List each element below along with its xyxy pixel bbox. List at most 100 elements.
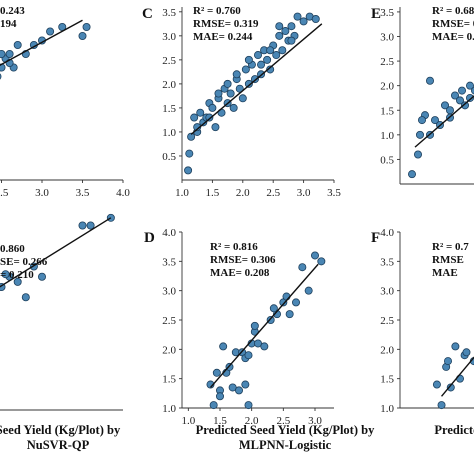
y-tick-label: 3.0 xyxy=(380,32,394,44)
data-point xyxy=(451,342,460,351)
stat-label: R² = 0.685 xyxy=(432,5,474,17)
panel-D: 1.0 1.5 2.0 2.5 3.0 3.5 4.0 1.0 1.5 2.0 2.5 3.0 R² =… xyxy=(144,227,375,452)
data-point xyxy=(209,401,218,410)
stat-label: SE= 0.266 xyxy=(0,256,48,268)
x-tick-label: 3.5 xyxy=(76,187,90,199)
data-point xyxy=(234,386,243,395)
x-tick-label: 4.0 xyxy=(116,187,130,199)
data-point xyxy=(214,89,223,98)
data-point xyxy=(0,50,6,58)
panel-letter: D xyxy=(144,230,155,246)
x-tick-label: 3.5 xyxy=(327,187,341,199)
data-point xyxy=(193,123,202,132)
data-point xyxy=(253,51,262,60)
data-point xyxy=(275,22,284,31)
data-point xyxy=(287,22,296,31)
data-point xyxy=(219,342,228,351)
data-point xyxy=(46,27,55,36)
x-axis-label: Predicted Seed Yield (Kg/Plot) by xyxy=(196,423,375,437)
data-point xyxy=(310,251,319,260)
stat-label: MAE= 0.244 xyxy=(193,31,253,43)
data-point xyxy=(413,150,422,159)
data-point xyxy=(263,55,272,64)
y-tick-label: 2.5 xyxy=(162,315,176,327)
data-point xyxy=(212,368,221,377)
stat-label: = 0.210 xyxy=(0,269,34,281)
data-point xyxy=(238,94,247,103)
stat-label: RMSE= 0.306 xyxy=(210,254,276,266)
stat-label: 194 xyxy=(0,18,17,30)
data-point xyxy=(184,166,193,175)
data-point xyxy=(285,310,294,319)
data-point xyxy=(208,103,217,112)
data-point xyxy=(13,41,22,50)
data-point xyxy=(455,96,464,105)
x-tick-label: 2.5 xyxy=(0,187,9,199)
data-point xyxy=(432,380,441,389)
data-point xyxy=(417,116,426,125)
stat-label: R² = 0.816 xyxy=(210,241,258,253)
x-tick-label: 3.0 xyxy=(308,415,322,427)
data-point xyxy=(244,401,253,410)
data-point xyxy=(281,27,290,36)
y-tick-label: 1.5 xyxy=(162,103,176,115)
data-point xyxy=(269,304,278,313)
y-tick-label: 1.0 xyxy=(162,127,176,139)
data-point xyxy=(190,113,199,122)
y-tick-label: 3.5 xyxy=(162,7,176,19)
y-tick-label: 3.5 xyxy=(380,256,394,268)
data-point xyxy=(437,401,446,410)
x-tick-label: 3.0 xyxy=(297,187,311,199)
x-tick-label: 1.5 xyxy=(213,415,227,427)
y-tick-label: 2.5 xyxy=(380,315,394,327)
data-point xyxy=(38,272,47,281)
regression-line xyxy=(209,263,319,388)
data-point xyxy=(266,315,275,324)
stat-label: RMSE= 0.3 xyxy=(432,18,474,30)
data-point xyxy=(299,17,308,26)
regression-line xyxy=(441,356,474,397)
data-point xyxy=(253,339,262,348)
data-point xyxy=(278,46,287,55)
data-point xyxy=(407,170,416,179)
x-tick-label: 2.5 xyxy=(276,415,290,427)
data-point xyxy=(293,12,302,21)
panel-C: 0.5 1.0 1.5 2.0 2.5 3.0 3.5 1.0 1.5 2.0 2.5 3.0 3.5 R… xyxy=(142,5,341,199)
data-point xyxy=(462,348,471,357)
data-point xyxy=(232,70,241,79)
y-tick-label: 1.5 xyxy=(380,374,394,386)
y-tick-label: 0.5 xyxy=(380,154,394,166)
data-point xyxy=(291,298,300,307)
data-point xyxy=(250,75,259,84)
x-tick-label: 2.5 xyxy=(266,187,280,199)
data-point xyxy=(446,383,455,392)
data-point xyxy=(450,91,459,100)
data-point xyxy=(241,65,250,74)
data-point xyxy=(266,65,275,74)
y-tick-label: 3.0 xyxy=(162,286,176,298)
y-tick-label: 3.5 xyxy=(380,7,394,19)
data-point xyxy=(298,263,307,272)
y-tick-label: 2.5 xyxy=(380,56,394,68)
y-tick-label: 3.5 xyxy=(162,256,176,268)
stat-label: RMSE= 0.319 xyxy=(193,18,259,30)
panel-letter: C xyxy=(142,6,153,22)
data-point xyxy=(82,22,91,31)
stat-label: R² = 0.760 xyxy=(193,5,241,17)
stat-label: MAE xyxy=(432,267,458,279)
data-point xyxy=(244,79,253,88)
regression-line xyxy=(414,95,474,148)
data-point xyxy=(430,116,439,125)
data-point xyxy=(440,101,449,110)
data-point xyxy=(5,50,14,59)
x-axis-label: Seed Yield (Kg/Plot) by xyxy=(0,423,121,437)
data-point xyxy=(1,270,10,279)
data-point xyxy=(260,342,269,351)
x-axis-label: NuSVR-QP xyxy=(27,438,90,452)
data-point xyxy=(471,86,474,95)
data-point xyxy=(21,293,30,302)
stat-label: MAE= 0.24 xyxy=(432,31,474,43)
regression-line xyxy=(0,19,83,66)
data-point xyxy=(13,277,22,286)
